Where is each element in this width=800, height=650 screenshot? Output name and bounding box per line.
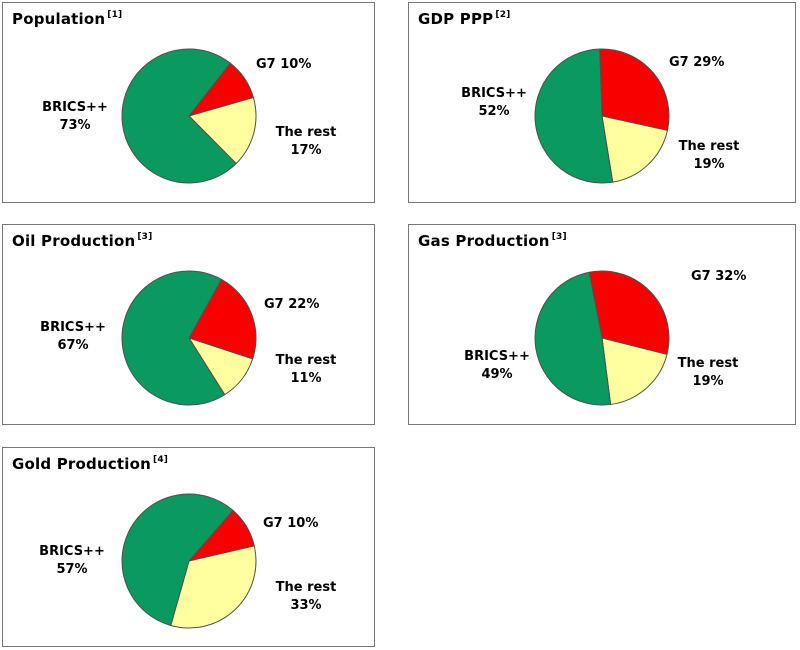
label-brics-value: 73%: [59, 118, 91, 133]
label-g7: G7 10%: [263, 516, 319, 531]
footnote-ref: [1]: [107, 10, 123, 20]
pie-chart: [121, 493, 257, 629]
label-rest-name: The rest: [677, 356, 739, 371]
label-brics-value: 52%: [478, 104, 510, 119]
chart-title-text: Oil Production: [12, 232, 136, 250]
footnote-ref: [4]: [153, 455, 169, 465]
label-g7: G7 22%: [264, 297, 320, 312]
label-brics: BRICS++ 49%: [464, 348, 530, 384]
label-rest: The rest 17%: [276, 124, 337, 160]
pie-chart: [534, 48, 670, 184]
chart-title-text: Gas Production: [418, 232, 550, 250]
label-brics: BRICS++ 67%: [40, 319, 106, 355]
label-g7: G7 29%: [669, 55, 725, 70]
pie-chart-svg: [121, 270, 256, 406]
label-rest: The rest 33%: [276, 579, 337, 615]
label-brics-value: 49%: [481, 367, 513, 382]
chart-panel-gold-production: Gold Production [4] BRICS++ 57% G7 10% Th…: [2, 447, 375, 647]
pie-chart-svg: [534, 48, 670, 184]
label-brics: BRICS++ 73%: [42, 99, 108, 135]
pie-chart: [121, 48, 257, 184]
chart-panel-gdp-ppp: GDP PPP [2] BRICS++ 52% G7 29% The rest 1…: [408, 2, 796, 203]
footnote-ref: [3]: [137, 232, 153, 242]
label-rest-name: The rest: [275, 353, 337, 368]
label-rest-value: 19%: [693, 157, 725, 172]
pie-chart-svg: [534, 270, 670, 406]
label-brics-name: BRICS++: [461, 86, 527, 101]
chart-title: GDP PPP [2]: [418, 10, 510, 28]
chart-title: Population [1]: [12, 10, 122, 28]
label-rest-value: 33%: [290, 598, 322, 613]
footnote-ref: [3]: [551, 232, 567, 242]
chart-title-text: Population: [12, 10, 106, 28]
pie-chart: [534, 270, 670, 406]
label-brics-value: 67%: [57, 338, 89, 353]
label-brics: BRICS++ 52%: [461, 85, 527, 121]
label-brics-name: BRICS++: [39, 544, 105, 559]
pie-chart-svg: [121, 493, 256, 629]
label-rest: The rest 19%: [679, 138, 740, 174]
chart-panel-gas-production: Gas Production [3] BRICS++ 49% G7 32% The…: [408, 224, 796, 425]
chart-title: Gold Production [4]: [12, 455, 168, 473]
label-brics: BRICS++ 57%: [39, 543, 105, 579]
label-rest-value: 17%: [290, 143, 322, 158]
label-rest-name: The rest: [678, 139, 740, 154]
label-brics-name: BRICS++: [40, 320, 106, 335]
footnote-ref: [2]: [495, 10, 511, 20]
label-brics-value: 57%: [56, 562, 88, 577]
chart-title: Oil Production [3]: [12, 232, 152, 250]
label-rest-name: The rest: [275, 125, 337, 140]
chart-panel-oil-production: Oil Production [3] BRICS++ 67% G7 22% The…: [2, 224, 375, 425]
label-g7: G7 10%: [256, 57, 312, 72]
label-rest-name: The rest: [275, 580, 337, 595]
pie-chart: [121, 270, 257, 406]
label-rest: The rest 11%: [276, 352, 337, 388]
label-brics-name: BRICS++: [464, 349, 530, 364]
chart-title: Gas Production [3]: [418, 232, 567, 250]
chart-title-text: Gold Production: [12, 455, 152, 473]
label-rest-value: 11%: [290, 371, 322, 386]
pie-chart-svg: [121, 48, 256, 184]
label-rest: The rest 19%: [678, 355, 739, 391]
chart-title-text: GDP PPP: [418, 10, 494, 28]
label-brics-name: BRICS++: [42, 100, 108, 115]
label-g7: G7 32%: [691, 269, 747, 284]
chart-panel-population: Population [1] BRICS++ 73% G7 10% The res…: [2, 2, 375, 203]
label-rest-value: 19%: [692, 374, 724, 389]
